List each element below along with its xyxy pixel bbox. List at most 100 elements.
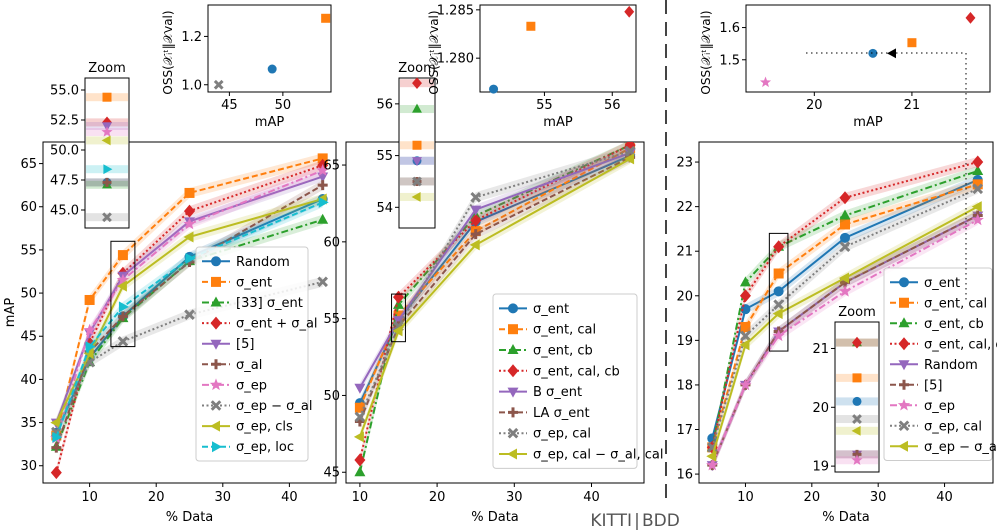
y-tick-label: 60 <box>323 235 340 250</box>
y-tick-label: 50 <box>20 287 37 302</box>
legend-marker <box>212 441 222 453</box>
oss-x-tick-label: 56 <box>604 98 621 113</box>
data-point-sigma-ep-sigma-al <box>117 336 129 347</box>
zoom-point-sigma-ent-cal-cb <box>852 336 862 349</box>
data-point-sigma-ent <box>740 304 751 315</box>
oss-y-axis-label: OSS(𝒳ᵢᵗ‖𝒳val) <box>699 10 713 94</box>
data-point-b-sigma-ent <box>354 383 366 394</box>
data-point-sigma-ent-sigma-al <box>184 204 195 218</box>
x-axis-label: % Data <box>471 510 519 525</box>
legend-marker <box>508 407 518 418</box>
divider-label-left: KITTI <box>590 511 632 530</box>
zoom-inset: Zoom 45.0 47.5 50.0 52.5 55.0 <box>50 61 130 229</box>
zoom-y-tick-label: 52.5 <box>50 114 79 129</box>
legend-marker <box>898 317 910 328</box>
data-point-sigma-al <box>117 311 128 322</box>
oss-x-axis-label: mAP <box>543 115 573 130</box>
data-point-sigma-ent <box>840 232 851 243</box>
data-point-sigma-ent-cal-cb <box>624 142 636 152</box>
data-point-sigma-ep-sigma-al <box>971 201 982 213</box>
legend-box <box>492 293 638 469</box>
zoom-point-sigma-ent-cal <box>412 140 422 150</box>
zoom-inset: Zoom 54 55 56 <box>376 61 436 229</box>
oss-point-red <box>965 12 976 24</box>
data-point-sigma-ep <box>838 284 852 297</box>
legend-label: σ_ep, cal − σ_al, cal <box>533 448 663 463</box>
data-point-sigma-ep-cls <box>183 231 194 243</box>
data-point-sigma-al <box>51 442 62 453</box>
oss-inset: 45 50 1.0 1.2 mAP OSS(𝒳ᵢᵗ‖𝒳val) <box>161 4 332 130</box>
zoom-title: Zoom <box>838 305 875 320</box>
series-band-sigma-ent-cb <box>359 142 631 478</box>
legend-marker <box>507 364 519 378</box>
data-point-sigma-ent <box>773 286 784 297</box>
zoom-point-sigma-ent <box>852 396 862 406</box>
data-point-sigma-ep-cal-sigma-al-cal <box>353 431 364 443</box>
data-point-sigma-ent-cal-cb <box>972 155 984 169</box>
data-point-sigma-ep-cal-sigma-al-cal <box>624 153 635 165</box>
series-band-sigma-ent-cal-cb <box>359 142 631 465</box>
oss-point-blue <box>868 48 878 58</box>
data-point-sigma-ep-sigma-al <box>706 450 717 462</box>
legend-label: LA σ_ent <box>533 406 590 421</box>
data-point-sigma-ep <box>971 213 984 226</box>
x-axis-label: % Data <box>166 510 214 525</box>
zoom-title: Zoom <box>88 61 125 76</box>
zoom-point-b-sigma-ent <box>412 157 422 167</box>
legend-label: σ_ep − σ_al <box>236 399 312 414</box>
oss-inset: 20 21 1.5 1.6 mAP OSS(𝒳ᵢᵗ‖𝒳val) <box>699 4 991 130</box>
data-point-sigma-ent-cal-cb <box>470 213 482 227</box>
y-tick-label: 21 <box>676 245 693 260</box>
data-point-sigma-ep <box>739 378 752 391</box>
data-point-sigma-ep-cal-sigma-al-cal <box>392 325 403 337</box>
data-point-sigma-ent-cb <box>839 209 851 220</box>
oss-x-tick-label: 20 <box>806 98 823 113</box>
y-tick-label: 20 <box>676 289 693 304</box>
plot-frame <box>345 141 645 484</box>
zoom-y-tick-label: 47.5 <box>50 174 79 189</box>
legend-marker <box>507 448 517 460</box>
legend: σ_ent σ_ent, cal σ_ent, cb σ_ent, cal, cb Ra… <box>883 267 997 461</box>
data-point-sigma-ep <box>772 329 785 342</box>
zoom-y-tick-label: 20 <box>812 401 829 416</box>
series-line-sigma-ep-cal <box>711 187 979 448</box>
legend-label: σ_ent, cal, cb <box>924 337 997 352</box>
data-point-sigma-ep-cls <box>50 417 61 429</box>
zoom-point-sigma-ent-cal-cb <box>412 77 422 90</box>
x-tick-label: 40 <box>936 490 953 505</box>
oss-x-tick-label: 50 <box>275 98 292 113</box>
oss-y-tick-label: 1.280 <box>437 52 474 67</box>
data-point-sigma-ep <box>316 163 329 176</box>
data-point-sigma-ep-cal <box>839 241 851 253</box>
x-tick-label: 20 <box>148 490 165 505</box>
zoom-point-sigma-ep-loc <box>103 164 113 175</box>
zoom-y-tick-label: 55 <box>376 149 393 164</box>
legend-marker <box>210 420 220 432</box>
oss-frame <box>745 4 991 93</box>
zoom-point-sigma-ep-cal-sigma-al-cal <box>411 192 421 202</box>
legend-label: σ_ent <box>236 275 272 290</box>
x-tick-label: 30 <box>870 490 887 505</box>
x-tick-label: 40 <box>281 490 298 505</box>
data-point-sigma-ep-cal <box>740 330 751 342</box>
series-line-sigma-ent-cb <box>358 144 631 473</box>
series-line-sigma-ent-cal <box>358 147 631 409</box>
legend-label: σ_ent <box>533 302 569 317</box>
legend-label: Random <box>924 358 978 373</box>
data-point-sigma-ent-cal <box>354 402 365 413</box>
oss-y-tick-label: 1.285 <box>437 3 474 18</box>
series-line-sigma-ent-cal-cb <box>358 144 631 461</box>
x-tick-label: 10 <box>352 490 369 505</box>
data-point-sigma-ent <box>317 153 328 164</box>
legend-label: σ_ent, cb <box>533 344 593 359</box>
legend-marker <box>211 276 221 287</box>
series-line-b-sigma-ent <box>359 151 631 389</box>
zoom-region <box>391 293 406 343</box>
data-point-sigma-ep <box>83 323 96 336</box>
series-group <box>50 153 329 480</box>
data-point-5 <box>84 328 96 339</box>
y-tick-label: 23 <box>676 156 693 171</box>
